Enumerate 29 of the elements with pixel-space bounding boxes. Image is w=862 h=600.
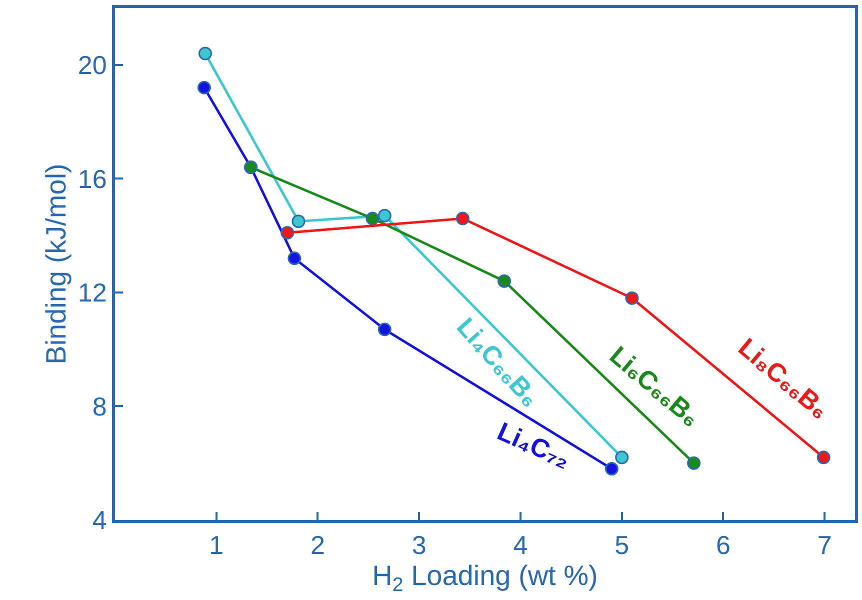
x-tick-label: 7 xyxy=(817,530,832,560)
y-tick-label: 4 xyxy=(92,505,107,536)
point xyxy=(687,456,701,470)
point xyxy=(498,274,512,288)
x-tick-label: 4 xyxy=(513,530,528,560)
y-tick-label: 16 xyxy=(78,164,107,194)
x-tick-label: 5 xyxy=(614,530,630,560)
point xyxy=(292,214,306,228)
x-tick-label: 1 xyxy=(209,530,224,560)
x-tick-label: 3 xyxy=(412,530,426,560)
point xyxy=(366,212,380,226)
y-tick-label: 20 xyxy=(78,50,107,80)
point xyxy=(615,450,629,464)
point xyxy=(198,46,212,60)
y-tick-label: 12 xyxy=(78,278,107,308)
point xyxy=(456,212,470,226)
point xyxy=(197,80,211,94)
point xyxy=(625,291,639,305)
x-tick-label: 2 xyxy=(310,530,325,560)
point xyxy=(378,208,392,222)
point xyxy=(280,226,294,240)
y-axis-title: Binding (kJ/mol) xyxy=(40,164,72,364)
point xyxy=(288,252,302,266)
x-axis-title: H$_{2}$ Loading (wt %) xyxy=(372,560,598,596)
point xyxy=(604,462,618,476)
x-tick-label: 6 xyxy=(716,530,730,560)
point xyxy=(378,322,392,336)
y-tick-label: 8 xyxy=(92,391,107,422)
point xyxy=(816,450,830,464)
